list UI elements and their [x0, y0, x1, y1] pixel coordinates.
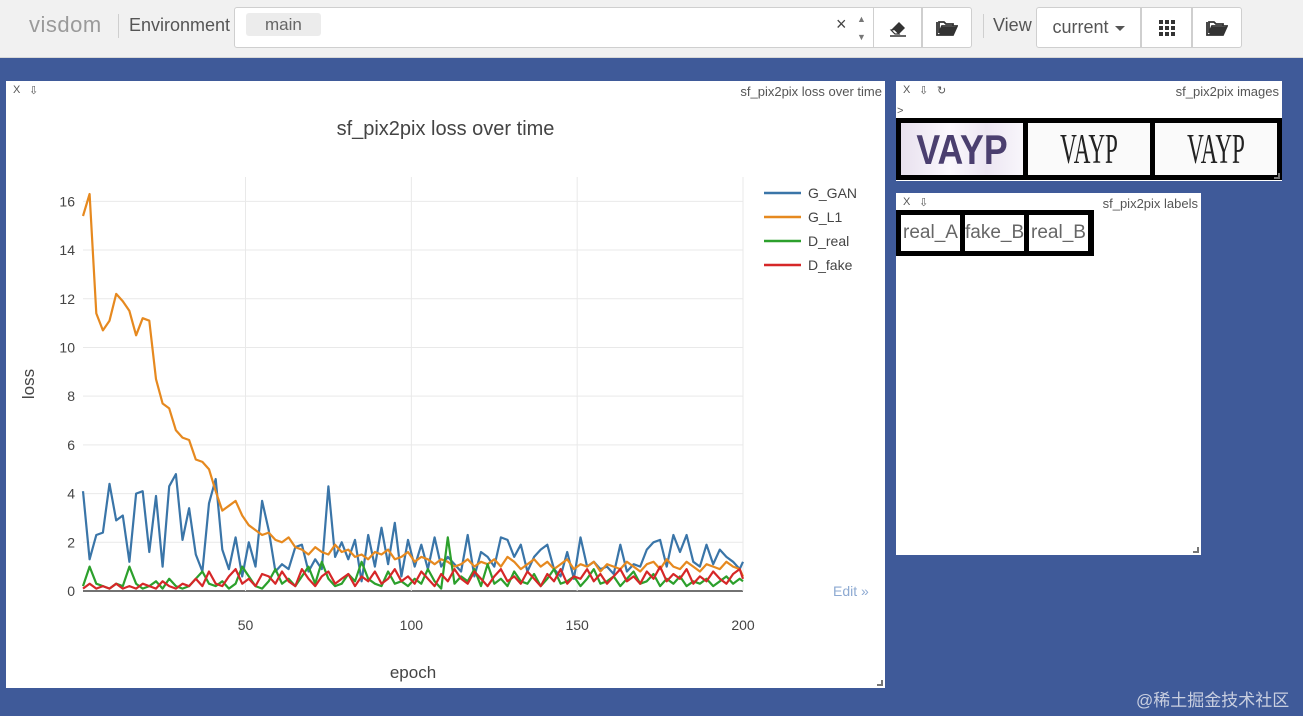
- series-line-d-fake: [82, 565, 745, 590]
- divider: [983, 14, 984, 38]
- image-real-b: VAYP: [1155, 123, 1277, 175]
- repack-panes-button[interactable]: [1141, 7, 1192, 48]
- loss-plot-pane: X ⇩ sf_pix2pix loss over time sf_pix2pix…: [6, 81, 885, 688]
- environment-label: Environment: [129, 15, 231, 35]
- pane-header: X ⇩ sf_pix2pix labels: [896, 193, 1201, 213]
- view-label: View: [993, 15, 1032, 35]
- watermark: @稀土掘金技术社区: [1136, 691, 1290, 710]
- view-selector[interactable]: current: [1036, 7, 1141, 48]
- top-toolbar: visdom Environment main × ▲ ▼ View curre…: [0, 0, 1303, 58]
- image-fake-b: VAYP: [1028, 123, 1150, 175]
- edit-link[interactable]: Edit »: [833, 583, 869, 599]
- images-pane: X ⇩ ↻ sf_pix2pix images > VAYP VAYP VAYP: [896, 81, 1282, 181]
- y-tick-label: 14: [59, 242, 75, 258]
- x-axis-label: epoch: [390, 663, 436, 682]
- y-tick-label: 16: [59, 193, 75, 209]
- manage-environments-button[interactable]: [922, 7, 972, 48]
- x-tick-label: 150: [565, 617, 589, 633]
- pane-title: sf_pix2pix images: [1175, 84, 1279, 99]
- pane-header: X ⇩ ↻ sf_pix2pix images: [896, 81, 1282, 101]
- y-tick-label: 0: [67, 583, 75, 599]
- y-tick-label: 6: [67, 437, 75, 453]
- environment-selector[interactable]: main × ▲ ▼: [234, 7, 874, 48]
- labels-pane: X ⇩ sf_pix2pix labels real_A fake_B real…: [896, 193, 1201, 555]
- environment-tag-main[interactable]: main: [246, 13, 321, 36]
- y-tick-label: 10: [59, 339, 75, 355]
- legend-label: D_fake: [808, 257, 853, 273]
- image-grid: VAYP VAYP VAYP: [896, 118, 1282, 180]
- y-tick-label: 12: [59, 291, 75, 307]
- view-value: current: [1052, 17, 1109, 37]
- label-fake-b: fake_B: [965, 215, 1024, 251]
- series-line-g-l1: [81, 192, 745, 577]
- caret-down-icon: [1114, 26, 1125, 31]
- eraser-icon: [889, 21, 906, 37]
- resize-handle[interactable]: [1193, 547, 1199, 553]
- y-tick-label: 4: [67, 486, 75, 502]
- loss-chart[interactable]: 0 2 4 6 8 10 12 14 16 50 100 150 200 epoch loss G_GAN G_…: [6, 81, 885, 688]
- manage-views-button[interactable]: [1192, 7, 1242, 48]
- y-axis-label: loss: [19, 369, 38, 399]
- label-real-a: real_A: [901, 215, 960, 251]
- image-text: VAYP: [916, 126, 1008, 173]
- pane-header: X ⇩ sf_pix2pix loss over time: [6, 81, 885, 101]
- image-real-a: VAYP: [901, 123, 1023, 175]
- close-icon[interactable]: X: [903, 84, 911, 96]
- folder-open-icon: [1206, 20, 1228, 36]
- pane-title: sf_pix2pix labels: [1102, 196, 1198, 211]
- download-icon[interactable]: ⇩: [29, 85, 39, 97]
- image-text: VAYP: [1060, 127, 1118, 173]
- resize-handle[interactable]: [1274, 173, 1280, 179]
- series-line-g-gan: [81, 473, 745, 583]
- close-icon[interactable]: X: [13, 84, 21, 96]
- clear-icon[interactable]: ×: [836, 14, 847, 34]
- marker-text: >: [897, 105, 904, 117]
- resize-handle[interactable]: [877, 680, 883, 686]
- x-tick-label: 50: [238, 617, 254, 633]
- brand-logo: visdom: [29, 12, 102, 37]
- legend-label: G_L1: [808, 209, 842, 225]
- legend-label: G_GAN: [808, 185, 857, 201]
- pane-title: sf_pix2pix loss over time: [740, 84, 882, 99]
- image-text: VAYP: [1187, 127, 1245, 173]
- chart-title: sf_pix2pix loss over time: [336, 118, 555, 140]
- download-icon[interactable]: ⇩: [919, 197, 929, 209]
- divider: [118, 14, 119, 38]
- label-real-b: real_B: [1029, 215, 1088, 251]
- x-tick-label: 100: [400, 617, 424, 633]
- label-grid: real_A fake_B real_B: [896, 210, 1094, 256]
- chevron-down-icon[interactable]: ▼: [857, 32, 866, 42]
- folder-open-icon: [936, 20, 958, 36]
- y-tick-label: 8: [67, 388, 75, 404]
- chevron-up-icon[interactable]: ▲: [857, 14, 866, 24]
- y-tick-label: 2: [67, 534, 75, 550]
- clear-environment-button[interactable]: [873, 7, 922, 48]
- legend-label: D_real: [808, 233, 849, 249]
- download-icon[interactable]: ⇩: [919, 85, 929, 97]
- refresh-icon[interactable]: ↻: [937, 85, 947, 97]
- grid-icon: [1158, 19, 1175, 36]
- close-icon[interactable]: X: [903, 196, 911, 208]
- x-tick-label: 200: [731, 617, 755, 633]
